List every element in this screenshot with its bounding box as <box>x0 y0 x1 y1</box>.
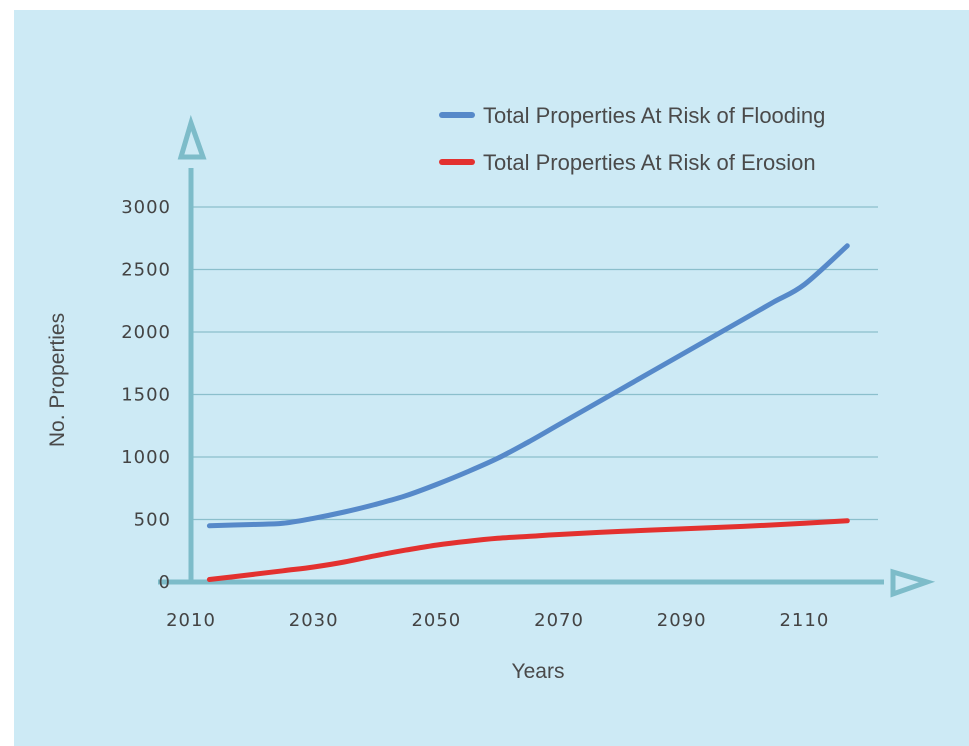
x-axis-label: Years <box>512 660 565 683</box>
legend-label-erosion: Total Properties At Risk of Erosion <box>483 150 816 175</box>
x-tick-label: 2050 <box>411 610 461 631</box>
x-tick-label: 2010 <box>166 610 216 631</box>
y-tick-label: 1000 <box>121 447 171 468</box>
y-tick-label: 2500 <box>121 260 171 281</box>
x-tick-label: 2110 <box>779 610 829 631</box>
series-lines <box>206 243 850 582</box>
y-tick-label: 0 <box>159 572 171 593</box>
x-tick-label: 2030 <box>289 610 339 631</box>
y-axis-label: No. Properties <box>46 313 69 447</box>
x-tick-labels: 2010 2030 2050 2070 2090 2110 <box>166 610 829 631</box>
x-tick-label: 2070 <box>534 610 584 631</box>
legend-label-flooding: Total Properties At Risk of Flooding <box>483 103 825 128</box>
x-tick-label: 2090 <box>657 610 707 631</box>
axes <box>158 114 936 598</box>
grid-lines <box>191 206 878 521</box>
y-tick-label: 3000 <box>121 197 171 218</box>
y-axis-arrow <box>177 114 207 160</box>
x-axis-arrow <box>890 568 936 598</box>
y-tick-labels: 0 500 1000 1500 2000 2500 3000 <box>121 197 171 593</box>
series-line-erosion <box>206 518 850 582</box>
y-tick-label: 500 <box>134 510 171 531</box>
y-tick-label: 2000 <box>121 322 171 343</box>
y-tick-label: 1500 <box>121 385 171 406</box>
series-line-flooding <box>206 243 850 529</box>
legend: Total Properties At Risk of Flooding Tot… <box>439 103 825 175</box>
chart-panel <box>14 10 969 746</box>
